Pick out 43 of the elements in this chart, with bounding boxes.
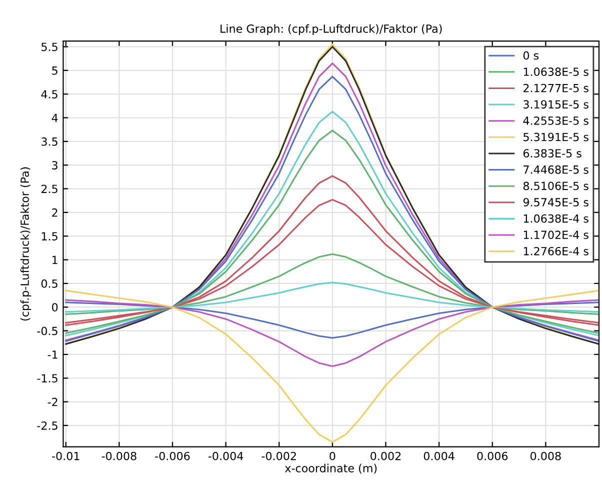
y-tick-label: 2: [52, 208, 58, 217]
y-tick-label: 1.5: [42, 232, 58, 240]
y-tick-label: 3: [52, 161, 58, 170]
chart-title: Line Graph: (cpf.p-Luftdruck)/Faktor (Pa): [220, 24, 442, 36]
y-tick-label: 3.5: [42, 137, 58, 146]
legend-label: 1.0638E-4 s: [524, 214, 588, 223]
legend-label: 4.2553E-5 s: [523, 116, 588, 125]
x-tick-label: -0.008: [102, 452, 136, 460]
x-tick-label: -0.006: [155, 452, 190, 460]
y-axis-title: (cpf.p-Luftdruck)/Faktor (Pa): [20, 167, 32, 321]
y-tick-label: -1: [48, 350, 58, 359]
legend-label: 1.2766E-4 s: [524, 246, 588, 256]
x-tick-label: 0: [330, 452, 336, 460]
legend-label: 6.383E-5 s: [523, 149, 582, 158]
y-tick-label: 4.5: [41, 90, 58, 98]
legend-label: 1.0638E-5 s: [524, 68, 588, 76]
y-tick-label: -2: [48, 398, 58, 406]
legend-label: 8.5106E-5 s: [523, 182, 588, 190]
y-tick-label: 0: [52, 303, 58, 312]
y-tick-label: -1.5: [37, 374, 58, 383]
legend-label: 1.1702E-4 s: [524, 230, 588, 240]
x-tick-label: -0.004: [208, 452, 244, 460]
x-tick-label: -0.002: [262, 452, 296, 460]
y-tick-label: -0.5: [37, 326, 58, 336]
legend-label: 9.5745E-5 s: [523, 198, 588, 206]
legend-label: 3.1915E-5 s: [524, 100, 588, 109]
x-tick-label: 0.006: [477, 452, 508, 460]
x-axis-title: x-coordinate (m): [284, 464, 377, 474]
y-tick-label: 1: [52, 256, 58, 264]
y-tick-label: -2.5: [37, 421, 58, 430]
y-tick-label: 2.5: [41, 184, 58, 194]
legend-label: 2.1277E-5 s: [524, 84, 588, 92]
legend-label: 0 s: [523, 51, 539, 60]
x-tick-label: -0.01: [52, 452, 80, 460]
legend-label: 7.4468E-5 s: [524, 165, 588, 174]
x-tick-label: 0.004: [424, 452, 454, 460]
y-tick-label: 4: [52, 114, 58, 122]
x-tick-label: 0.002: [370, 452, 401, 460]
y-tick-label: 0.5: [41, 279, 58, 288]
legend-label: 5.3191E-5 s: [524, 132, 588, 142]
y-tick-label: 5: [52, 66, 58, 75]
y-tick-label: 5.5: [42, 42, 58, 52]
x-tick-label: 0.008: [530, 452, 561, 460]
